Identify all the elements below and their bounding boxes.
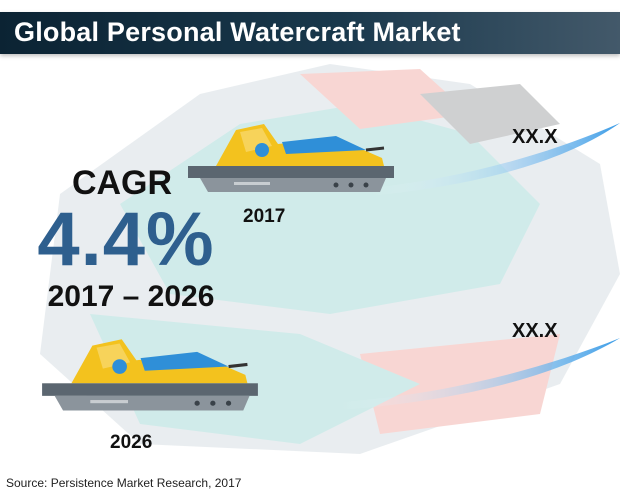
title-bar: Global Personal Watercraft Market: [0, 12, 620, 54]
jet-ski-icon: [42, 339, 258, 411]
source-note: Source: Persistence Market Research, 201…: [6, 476, 242, 490]
jet-ski-icon: [188, 124, 394, 192]
market-value-2017: XX.X: [512, 126, 558, 148]
year-label-2026: 2026: [110, 432, 153, 453]
growth-swoosh-icon: [370, 123, 620, 196]
year-label-2017: 2017: [243, 206, 286, 227]
page-title: Global Personal Watercraft Market: [14, 17, 461, 47]
growth-swoosh-icon: [340, 338, 620, 410]
market-value-2026: XX.X: [512, 320, 558, 342]
cagr-value: 4.4%: [37, 197, 215, 282]
cagr-label: CAGR: [71, 164, 173, 202]
forecast-period: 2017 – 2026: [47, 280, 215, 313]
